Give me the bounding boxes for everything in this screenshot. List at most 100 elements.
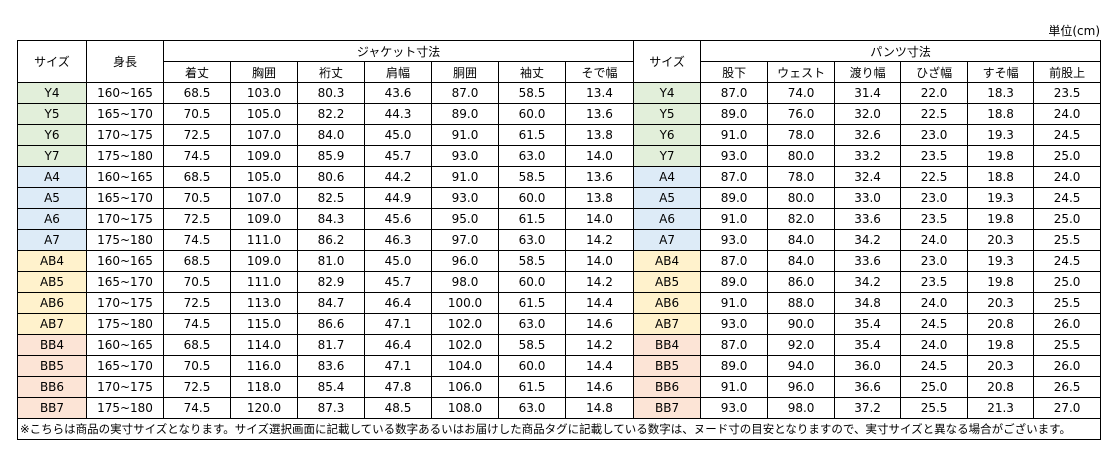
data-row: BB7 175~180 74.5 120.0 87.3 48.5 108.0 63.0 14.8… [17,397,1102,419]
value-cell: 87.0 [700,250,769,272]
value-cell: 23.0 [900,250,969,272]
value-cell: 14.0 [564,208,635,230]
value-cell: 93.0 [431,187,499,209]
value-cell: 105.0 [230,166,298,188]
data-row: AB7 175~180 74.5 115.0 86.6 47.1 102.0 63.0 14.6… [17,313,1102,335]
value-cell: 31.4 [834,82,902,104]
value-cell: 20.3 [967,292,1035,314]
value-cell: 44.2 [364,166,432,188]
value-cell: 63.0 [498,313,566,335]
value-cell: 96.0 [767,376,836,398]
value-cell: 61.5 [498,376,566,398]
value-cell: 20.3 [967,355,1035,377]
value-cell: 19.8 [967,334,1035,356]
data-row: A5 165~170 70.5 107.0 82.5 44.9 93.0 60.0 13.8 A5… [17,187,1102,209]
value-cell: 60.0 [498,355,566,377]
footnote: ※こちらは商品の実寸サイズとなります。サイズ選択画面に記載している数字あるいはお… [16,418,1102,440]
value-cell: 98.0 [767,397,836,419]
value-cell: 24.5 [1033,187,1102,209]
value-cell: 25.5 [1033,334,1102,356]
value-cell: 93.0 [700,313,769,335]
value-cell: 24.0 [900,229,969,251]
value-cell: 14.6 [564,376,635,398]
value-cell: 24.0 [1033,103,1102,125]
value-cell: 84.0 [297,124,365,146]
value-cell: 58.5 [498,334,566,356]
value-cell: 160~165 [86,250,164,272]
value-cell: 91.0 [431,166,499,188]
header-row: 着丈 胸囲 裄丈 肩幅 胴囲 袖丈 そで幅 股下 ウェスト 渡り幅 ひざ幅 すそ幅 前股上 [18,61,1102,83]
value-cell: 72.5 [163,124,231,146]
data-row: BB4 160~165 68.5 114.0 81.7 46.4 102.0 58.5 14.2… [17,334,1102,356]
value-cell: 24.5 [1033,250,1102,272]
value-cell: 81.0 [297,250,365,272]
value-cell: 63.0 [498,145,566,167]
value-cell: 14.8 [564,397,635,419]
value-cell: 74.0 [767,82,836,104]
value-cell: 84.0 [767,250,836,272]
value-cell: 14.4 [564,292,635,314]
value-cell: 25.0 [1033,271,1102,293]
size-cell: Y4 [17,82,87,104]
value-cell: 19.8 [967,208,1035,230]
value-cell: 72.5 [163,292,231,314]
value-cell: 13.8 [564,187,635,209]
value-cell: 160~165 [86,334,164,356]
data-row: BB6 170~175 72.5 118.0 85.4 47.8 106.0 61.5 14.6… [17,376,1102,398]
value-cell: 43.6 [364,82,432,104]
value-cell: 114.0 [230,334,298,356]
value-cell: 105.0 [230,103,298,125]
value-cell: 19.3 [967,250,1035,272]
value-cell: 18.3 [967,82,1035,104]
value-cell: 24.0 [900,334,969,356]
data-row: Y6 170~175 72.5 107.0 84.0 45.0 91.0 61.5 13.8 Y6… [17,124,1102,146]
value-cell: 81.7 [297,334,365,356]
value-cell: 23.5 [900,145,969,167]
value-cell: 85.9 [297,145,365,167]
data-row: AB5 165~170 70.5 111.0 82.9 45.7 98.0 60.0 14.2 A… [17,271,1102,293]
value-cell: 165~170 [86,103,164,125]
value-cell: 104.0 [431,355,499,377]
value-cell: 37.2 [834,397,902,419]
value-cell: 60.0 [498,103,566,125]
value-cell: 44.9 [364,187,432,209]
value-cell: 82.0 [767,208,836,230]
value-cell: 80.0 [767,187,836,209]
value-cell: 95.0 [431,208,499,230]
value-cell: 26.0 [1033,313,1102,335]
value-cell: 170~175 [86,124,164,146]
value-cell: 35.4 [834,334,902,356]
value-cell: 48.5 [364,397,432,419]
value-cell: 20.3 [967,229,1035,251]
size-cell: Y7 [17,145,87,167]
value-cell: 18.8 [967,103,1035,125]
value-cell: 170~175 [86,376,164,398]
value-cell: 36.0 [834,355,902,377]
value-cell: 45.7 [364,271,432,293]
value-cell: 102.0 [431,313,499,335]
value-cell: 78.0 [767,166,836,188]
value-cell: 70.5 [163,271,231,293]
value-cell: 175~180 [86,229,164,251]
value-cell: 33.0 [834,187,902,209]
value-cell: 20.8 [967,313,1035,335]
size-cell: AB7 [633,313,702,335]
value-cell: 74.5 [163,229,231,251]
size-cell: Y5 [633,103,702,125]
value-cell: 34.2 [834,229,902,251]
size-table: サイズ 身長 ジャケット寸法 サイズ パンツ寸法 着丈 胸囲 裄丈 肩幅 胴囲 袖丈 そで幅 股下 ウェス… [16,40,1102,440]
value-cell: 20.8 [967,376,1035,398]
value-cell: 84.0 [767,229,836,251]
value-cell: 68.5 [163,82,231,104]
value-cell: 70.5 [163,103,231,125]
value-cell: 13.4 [564,82,635,104]
value-cell: 160~165 [86,166,164,188]
value-cell: 25.0 [1033,145,1102,167]
size-cell: AB4 [633,250,702,272]
value-cell: 58.5 [498,250,566,272]
value-cell: 19.3 [967,187,1035,209]
value-cell: 23.0 [900,124,969,146]
sub-header-cell: 前股上 [1033,61,1102,83]
value-cell: 80.0 [767,145,836,167]
value-cell: 14.2 [564,334,635,356]
